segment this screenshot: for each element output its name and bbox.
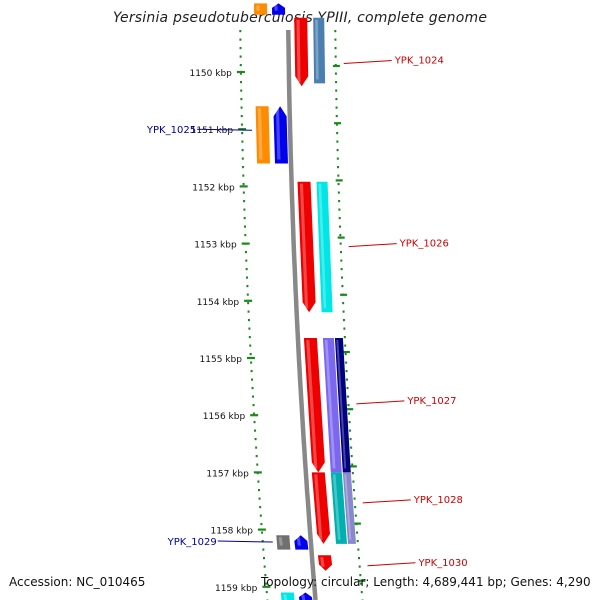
- gene-label-leader: [343, 60, 392, 65]
- gene-label-ypk_1030[interactable]: YPK_1030: [367, 558, 468, 569]
- gene-label-leader: [367, 562, 416, 567]
- cds-feature: [294, 17, 309, 87]
- gene-label-text: YPK_1028: [413, 495, 463, 506]
- gene-labels: YPK_1024 YPK_1025 YPK_1026 YPK_1027 YPK_1028…: [146, 56, 468, 569]
- gene-label-leader: [217, 540, 273, 543]
- ruler-label: 1157 kbp: [206, 469, 249, 479]
- cds-feature: [273, 106, 288, 164]
- ruler-label: 1151 kbp: [191, 126, 234, 136]
- cog-feature: [334, 338, 351, 473]
- gene-label-ypk_1029[interactable]: YPK_1029: [167, 537, 273, 548]
- ruler-label: 1150 kbp: [189, 69, 232, 79]
- cog-feature: [322, 338, 342, 473]
- ruler-dots-right: [334, 30, 364, 600]
- ruler: 1150 kbp 1151 kbp 1152 kbp 1153 kbp 1154 kbp…: [189, 30, 366, 600]
- ruler-label: 1152 kbp: [192, 183, 235, 193]
- cds-feature: [297, 181, 316, 313]
- gene-label-ypk_1026[interactable]: YPK_1026: [348, 239, 449, 250]
- cds-feature: [298, 592, 313, 600]
- genome-backbone: [286, 29, 318, 600]
- cog-feature: [276, 535, 291, 550]
- ruler-label: 1153 kbp: [194, 241, 237, 251]
- ruler-label: 1156 kbp: [203, 412, 246, 422]
- ruler-label: 1154 kbp: [197, 298, 240, 308]
- gene-label-leader: [197, 128, 253, 131]
- cog-feature: [280, 592, 295, 600]
- gene-label-ypk_1028[interactable]: YPK_1028: [362, 495, 463, 506]
- gene-label-text: YPK_1029: [167, 537, 217, 548]
- ruler-label: 1159 kbp: [215, 584, 258, 594]
- gene-label-text: YPK_1027: [406, 396, 456, 407]
- accession-text: Accession: NC_010465: [9, 575, 146, 589]
- gene-label-leader: [348, 243, 397, 248]
- cds-feature: [311, 472, 330, 544]
- ruler-label: 1158 kbp: [211, 527, 254, 537]
- ruler-label: 1155 kbp: [200, 355, 243, 365]
- gene-label-ypk_1027[interactable]: YPK_1027: [356, 396, 456, 407]
- gene-label-text: YPK_1026: [399, 239, 449, 250]
- cds-feature: [294, 535, 309, 550]
- genome-summary-text: Topology: circular; Length: 4,689,441 bp…: [261, 575, 591, 589]
- gene-label-text: YPK_1025: [146, 125, 196, 136]
- gene-label-leader: [362, 499, 411, 504]
- cog-feature: [330, 472, 347, 544]
- backbone-line: [286, 29, 318, 600]
- cog-feature: [342, 472, 356, 544]
- gene-label-text: YPK_1030: [417, 558, 467, 569]
- cds-feature: [272, 3, 286, 15]
- cog-feature: [255, 106, 270, 164]
- cog-feature: [316, 181, 333, 313]
- gene-label-ypk_1024[interactable]: YPK_1024: [343, 56, 444, 67]
- gene-label-ypk_1025[interactable]: YPK_1025: [146, 125, 253, 136]
- gene-label-text: YPK_1024: [394, 56, 444, 67]
- gene-label-leader: [356, 400, 405, 405]
- feature-tracks: [254, 3, 356, 600]
- cog-feature: [313, 17, 326, 84]
- cog-feature: [254, 3, 268, 15]
- cds-feature: [303, 338, 325, 473]
- cds-feature: [317, 555, 333, 571]
